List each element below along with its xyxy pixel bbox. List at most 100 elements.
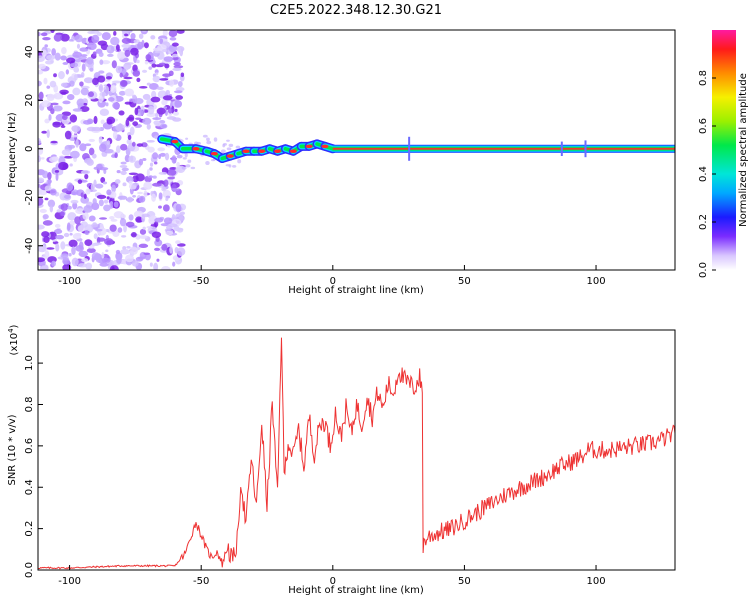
noise-speckle (63, 194, 71, 199)
noise-speckle (120, 161, 127, 165)
noise-speckle (177, 80, 183, 88)
noise-speckle (132, 64, 138, 72)
noise-speckle (85, 188, 91, 195)
spectrogram-y-ticks: -40 -20 0 20 40 (24, 45, 43, 254)
noise-speckle (177, 243, 186, 247)
ridge-hotspot (258, 149, 266, 154)
noise-speckle (83, 205, 93, 213)
noise-speckle (153, 161, 158, 165)
noise-speckle (60, 203, 69, 211)
noise-speckle (78, 250, 89, 258)
noise-speckle (132, 121, 139, 126)
noise-speckle (220, 149, 226, 153)
noise-speckle (190, 166, 196, 170)
noise-speckle (38, 257, 46, 263)
noise-speckle (85, 262, 93, 270)
noise-speckle (87, 91, 95, 98)
noise-speckle (38, 224, 45, 230)
snr-y-tick-label: 0.4 (24, 479, 35, 495)
noise-speckle (206, 140, 212, 145)
frequency-ridge (157, 134, 675, 163)
noise-speckle (121, 43, 131, 48)
noise-speckle (80, 54, 88, 57)
noise-speckle (158, 62, 166, 66)
noise-speckle (105, 76, 113, 80)
noise-speckle (176, 154, 183, 159)
noise-speckle (43, 77, 48, 85)
noise-speckle (146, 112, 157, 117)
noise-speckle (60, 33, 70, 42)
noise-speckle (99, 217, 107, 220)
noise-speckle (74, 74, 78, 81)
noise-speckle (152, 117, 162, 121)
snr-y-tick-label: 0.2 (24, 521, 35, 537)
noise-speckle (38, 80, 42, 87)
noise-speckle (50, 30, 55, 34)
noise-speckle (38, 187, 43, 196)
noise-speckle (88, 215, 96, 222)
noise-speckle (136, 77, 141, 83)
noise-speckle (112, 131, 118, 140)
noise-speckle (171, 53, 179, 58)
noise-speckle (134, 107, 139, 116)
noise-speckle (49, 188, 57, 196)
noise-speckle (42, 214, 49, 220)
noise-speckle (52, 121, 61, 128)
noise-speckle (51, 48, 56, 56)
noise-speckle (151, 193, 157, 202)
noise-speckle (72, 108, 83, 112)
noise-speckle (55, 234, 64, 240)
noise-speckle (103, 204, 111, 212)
snr-y-tick-label: 0.6 (24, 438, 35, 454)
noise-speckle (101, 32, 111, 41)
noise-speckle (152, 175, 157, 179)
noise-speckle (47, 178, 52, 185)
spectrogram-panel: -100 -50 0 50 100 -40 -20 0 20 40 Height of stra… (7, 29, 676, 296)
noise-speckle (226, 139, 230, 142)
noise-speckle (177, 47, 182, 54)
noise-speckle (114, 179, 121, 185)
noise-speckle (141, 30, 147, 33)
noise-speckle (165, 89, 170, 96)
noise-speckle (100, 119, 105, 125)
noise-speckle (205, 161, 210, 166)
noise-speckle (41, 100, 51, 108)
noise-speckle (124, 33, 129, 37)
noise-speckle (169, 79, 174, 87)
noise-speckle (47, 172, 52, 180)
noise-speckle (76, 43, 81, 49)
colorbar-tick-label: 0.6 (698, 118, 709, 134)
noise-speckle (138, 158, 144, 166)
noise-speckle (54, 169, 60, 173)
noise-speckle (66, 57, 76, 64)
noise-speckle (38, 183, 41, 188)
noise-speckle (109, 224, 117, 232)
noise-speckle (149, 82, 159, 90)
noise-speckle (82, 119, 92, 125)
noise-speckle (125, 118, 130, 127)
noise-speckle (38, 55, 45, 62)
noise-speckle (232, 164, 237, 168)
colorbar-label: Normalized spectral amplitude (738, 73, 749, 227)
snr-y-ticks: 0.0 0.2 0.4 0.6 0.8 1.0 (24, 355, 43, 578)
noise-speckle (44, 44, 48, 48)
noise-speckle (64, 130, 72, 140)
noise-speckle (176, 247, 186, 256)
noise-speckle (101, 91, 105, 98)
noise-speckle (120, 248, 130, 255)
noise-speckle (142, 93, 151, 101)
noise-speckle (173, 90, 183, 94)
noise-speckle (47, 199, 56, 208)
noise-speckle (79, 47, 89, 52)
noise-speckle (61, 114, 68, 121)
noise-speckle (138, 33, 144, 39)
noise-speckle (51, 156, 59, 162)
noise-speckle (162, 48, 168, 53)
noise-speckle (173, 65, 184, 69)
noise-speckle (87, 244, 95, 249)
noise-speckle (48, 114, 52, 121)
noise-speckle (135, 173, 145, 182)
noise-speckle (160, 223, 170, 227)
noise-speckle (122, 246, 127, 250)
